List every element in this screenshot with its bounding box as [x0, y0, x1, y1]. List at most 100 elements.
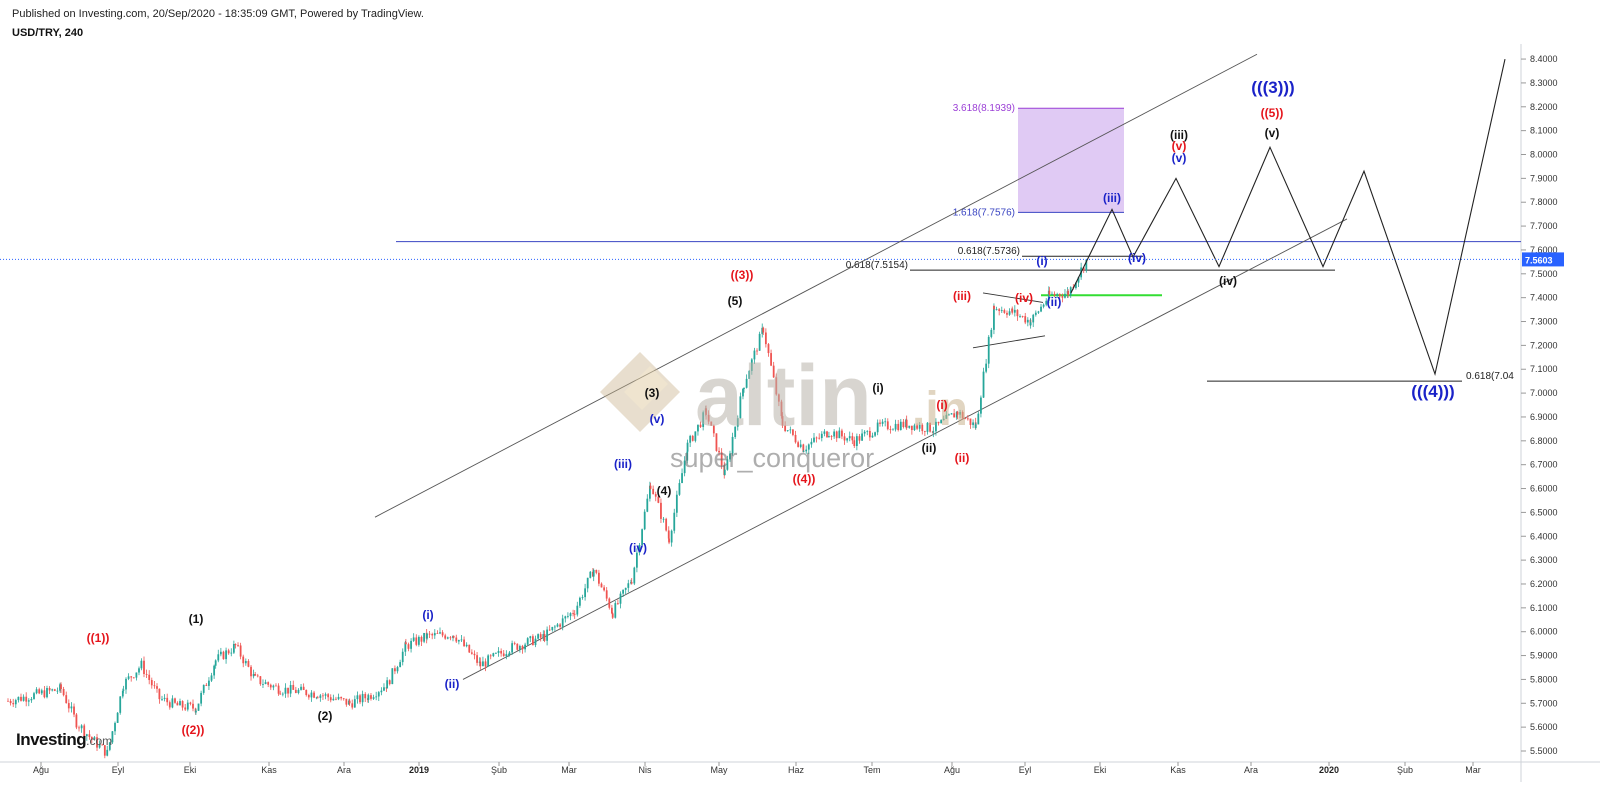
candle-body	[742, 388, 744, 397]
fib-target-zone[interactable]	[1018, 108, 1124, 213]
wave-label: ((2))	[182, 723, 205, 737]
candle-body	[247, 660, 250, 667]
candle-body	[534, 638, 537, 646]
candle-body	[726, 459, 729, 470]
candle-body	[1064, 293, 1066, 298]
candle-body	[691, 435, 694, 441]
wave-projection-path[interactable]	[1070, 58, 1506, 377]
wave-label: ((5))	[1261, 106, 1284, 120]
candle-body	[242, 656, 245, 664]
candle-body	[830, 436, 833, 437]
candle-body	[1051, 293, 1053, 295]
candle-body	[208, 680, 210, 686]
candle-body	[702, 412, 705, 427]
candle-body	[972, 422, 974, 425]
candle-body	[184, 707, 187, 710]
candle-body	[60, 684, 62, 690]
time-tick-label: Ağu	[944, 765, 960, 775]
candle-body	[756, 350, 758, 352]
candle-body	[404, 642, 407, 645]
candle-body	[649, 485, 651, 499]
candle-body	[359, 695, 361, 703]
candle-body	[969, 418, 972, 425]
candle-body	[75, 714, 78, 728]
candle-body	[792, 429, 794, 435]
candle-body	[1056, 293, 1059, 296]
candle-body	[966, 418, 969, 420]
projection-path[interactable]	[1070, 58, 1506, 377]
horizontal-lines[interactable]: 0.618(7.5154) 0.618(7.5736) 0.618(7.04	[396, 241, 1521, 383]
candle-body	[415, 637, 418, 645]
candle-body	[383, 687, 385, 691]
candle-body	[250, 666, 252, 677]
candle-body	[1061, 296, 1064, 298]
candle-body	[85, 734, 88, 737]
candle-body	[125, 678, 127, 690]
candle-body	[1037, 311, 1040, 313]
candle-body	[181, 701, 184, 708]
candle-body	[436, 633, 439, 634]
candle-body	[739, 396, 742, 419]
candle-body	[372, 697, 375, 699]
candle-body	[1019, 316, 1021, 317]
time-tick-label: Nis	[639, 765, 652, 775]
candle-body	[942, 418, 945, 421]
candle-body	[1016, 309, 1019, 317]
candle-body	[65, 695, 68, 704]
wave-label: (4)	[657, 484, 672, 498]
candle-body	[505, 654, 508, 657]
wave-label: (ii)	[955, 451, 970, 465]
candle-body	[116, 712, 119, 723]
wave-label: (5)	[728, 294, 743, 308]
candle-body	[332, 698, 335, 701]
price-tick-label: 5.7000	[1530, 698, 1558, 708]
candle-body	[272, 685, 275, 688]
candle-body	[748, 370, 751, 379]
candle-body	[815, 437, 818, 439]
candle-body	[1085, 259, 1088, 271]
candle-body	[254, 674, 257, 676]
time-tick-label: Eyl	[112, 765, 125, 775]
candle-body	[262, 684, 264, 685]
price-tick-label: 7.7000	[1530, 221, 1558, 231]
channel-line-upper[interactable]	[374, 53, 1258, 518]
candle-body	[694, 431, 697, 441]
price-tick-label: 6.3000	[1530, 555, 1558, 565]
time-tick-label: May	[710, 765, 728, 775]
price-tick-label: 8.4000	[1530, 54, 1558, 64]
wave-label: (3)	[645, 386, 660, 400]
candle-body	[83, 725, 86, 737]
watermark: altin .in super_conqueror	[600, 348, 968, 473]
candle-body	[542, 634, 545, 638]
candle-body	[884, 421, 887, 423]
candle-body	[614, 603, 617, 618]
time-axis[interactable]: Ağu Eyl Eki Kas Ara 2019 Şub Mar Nis May Haz Tem Ağu…	[33, 762, 1481, 775]
wave-label: (ii)	[1047, 295, 1062, 309]
candle-body	[794, 434, 797, 443]
candle-body	[457, 640, 460, 642]
fib-extension-box[interactable]: 3.618(8.1939) 1.618(7.7576)	[953, 103, 1124, 218]
candle-body	[287, 687, 289, 694]
candle-body	[678, 483, 681, 495]
candle-body	[234, 644, 237, 646]
price-axis[interactable]: 5.5000 5.6000 5.7000 5.8000 5.9000 6.0000 6.10…	[0, 54, 1564, 756]
triangle-line[interactable]	[972, 335, 1046, 349]
candle-body	[660, 502, 662, 519]
candle-body	[222, 651, 225, 660]
candle-body	[993, 305, 995, 330]
candle-body	[668, 538, 670, 543]
candle-body	[772, 365, 775, 378]
candle-body	[762, 327, 765, 333]
candle-body	[433, 633, 436, 636]
triangle-line[interactable]	[982, 292, 1044, 303]
investing-logo[interactable]: Investing.com	[16, 730, 112, 750]
candle-body	[908, 425, 911, 428]
price-tick-label: 7.4000	[1530, 293, 1558, 303]
trend-channel[interactable]	[374, 53, 1348, 680]
channel-line-lower[interactable]	[462, 218, 1348, 680]
candle-body	[649, 485, 652, 489]
candle-body	[619, 593, 622, 604]
candle-body	[974, 424, 977, 428]
candle-body	[420, 636, 423, 642]
